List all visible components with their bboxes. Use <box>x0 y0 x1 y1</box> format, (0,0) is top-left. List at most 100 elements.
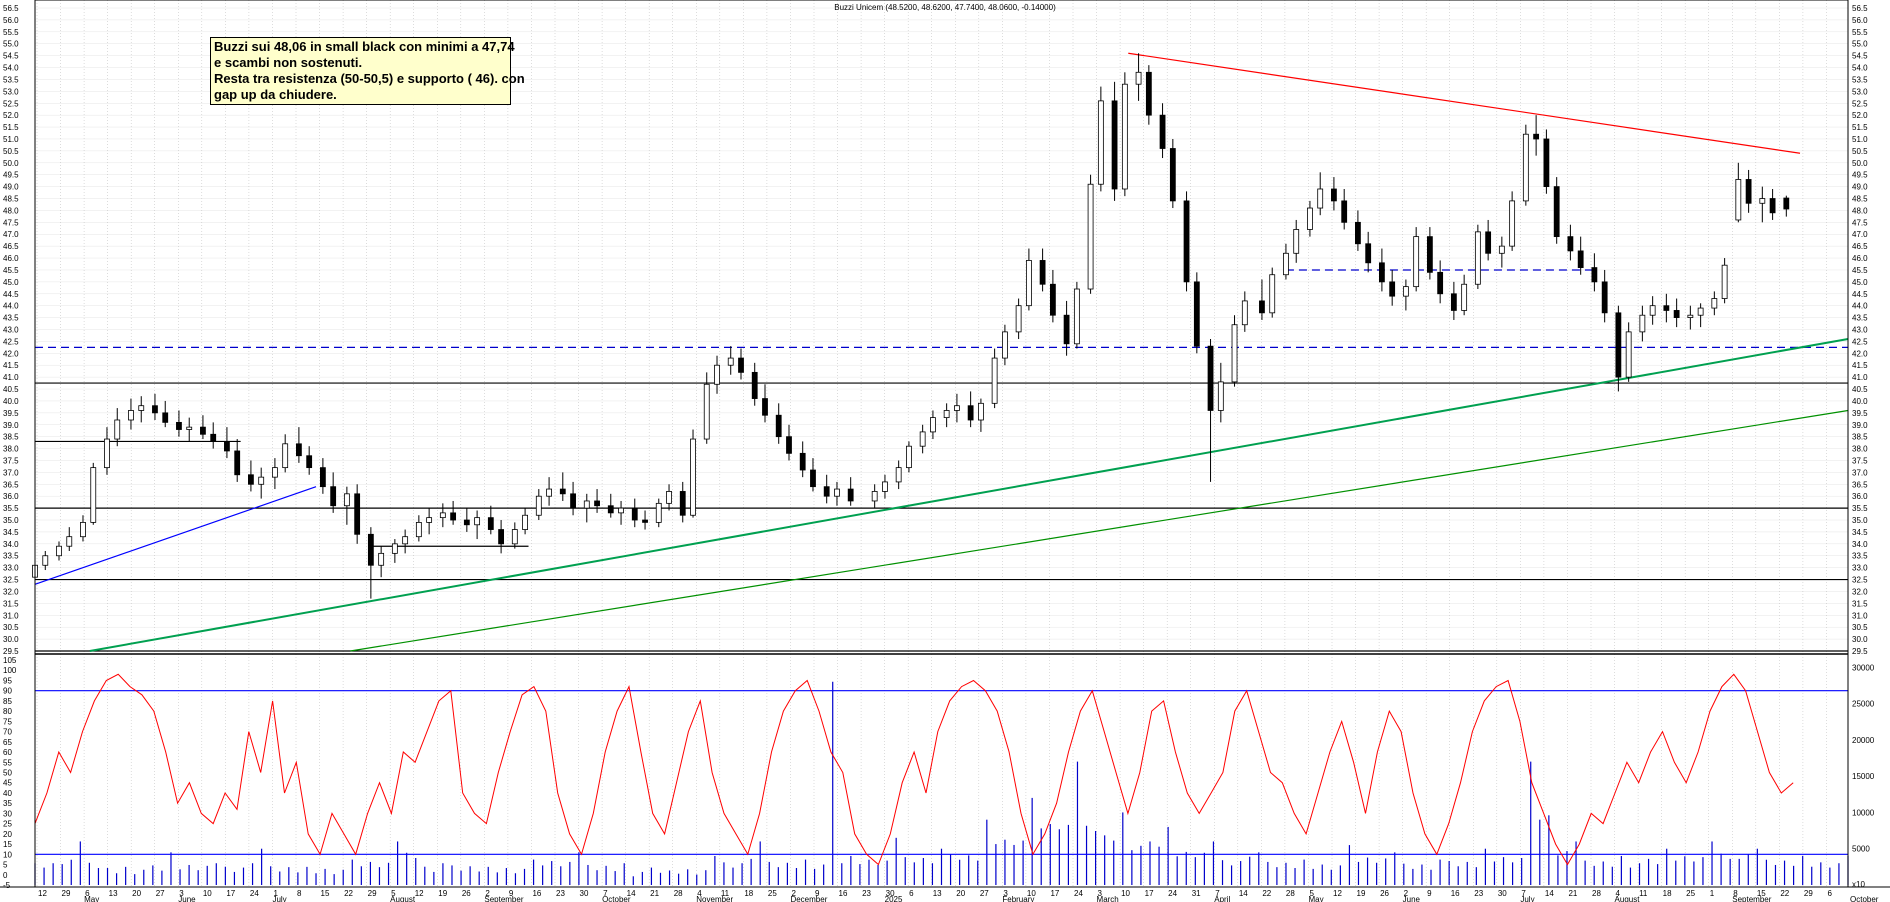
candle-body <box>847 488 854 502</box>
volume-tick-label: 5000 <box>1852 845 1870 854</box>
price-tick-label: 39.0 <box>1852 421 1868 430</box>
candle-body <box>1474 231 1481 285</box>
price-tick-label: 29.5 <box>1852 647 1868 656</box>
candle-body <box>1015 305 1022 333</box>
candle-body <box>1461 283 1468 311</box>
day-tick-label: 23 <box>1474 889 1483 898</box>
price-tick-label: 50.0 <box>1852 159 1868 168</box>
candle-body <box>1413 236 1420 288</box>
price-tick-label: 46.5 <box>1852 242 1868 251</box>
oscillator-tick-label: 20 <box>3 830 12 839</box>
price-tick-label: 46.5 <box>3 242 19 251</box>
price-tick-label: 55.5 <box>3 28 19 37</box>
price-tick-label: 33.0 <box>3 564 19 573</box>
price-tick-label: 49.0 <box>3 183 19 192</box>
candle-body <box>655 502 662 523</box>
month-tick-label: August <box>390 895 416 902</box>
oscillator-line-path <box>34 673 1794 866</box>
price-tick-label: 50.0 <box>3 159 19 168</box>
day-tick-label: 2 <box>485 889 490 898</box>
price-tick-label: 55.0 <box>3 40 19 49</box>
candle-body <box>1355 221 1361 245</box>
oscillator-tick-label: 80 <box>3 707 12 716</box>
candle-body <box>967 405 974 421</box>
candle-body <box>114 419 121 440</box>
candle-body <box>498 529 505 545</box>
day-tick-label: 29 <box>1804 889 1813 898</box>
price-tick-label: 32.0 <box>3 587 19 596</box>
price-tick-label: 38.5 <box>1852 433 1868 442</box>
candle-body <box>426 517 433 523</box>
price-tick-label: 38.5 <box>3 433 19 442</box>
price-tick-label: 32.5 <box>1852 576 1868 585</box>
oscillator-tick-label: 70 <box>3 728 12 737</box>
price-tick-label: 54.5 <box>3 52 19 61</box>
price-tick-label: 43.0 <box>3 326 19 335</box>
day-tick-label: 10 <box>1027 889 1036 898</box>
candle-body <box>583 500 590 509</box>
oscillator-tick-label: 35 <box>3 799 12 808</box>
day-tick-label: 22 <box>344 889 353 898</box>
price-tick-label: 37.0 <box>3 468 19 477</box>
price-tick-label: 46.0 <box>3 254 19 263</box>
day-tick-label: 9 <box>815 889 820 898</box>
candle-body <box>991 357 998 404</box>
price-tick-label: 54.0 <box>3 64 19 73</box>
oscillator-tick-label: 10 <box>3 850 12 859</box>
month-tick-label: March <box>1097 895 1119 902</box>
candle-body <box>1135 71 1142 85</box>
day-tick-label: 24 <box>1074 889 1083 898</box>
day-tick-label: 16 <box>1451 889 1460 898</box>
price-tick-label: 47.5 <box>3 218 19 227</box>
annotation-note: Buzzi sui 48,06 in small black con minim… <box>210 37 525 105</box>
price-tick-label: 53.5 <box>3 75 19 84</box>
candle-body <box>751 371 758 399</box>
day-tick-label: 18 <box>1663 889 1672 898</box>
candle-body <box>343 493 350 507</box>
price-tick-label: 37.0 <box>1852 468 1868 477</box>
candle-body <box>1145 71 1152 116</box>
oscillator-line <box>34 673 1848 866</box>
day-tick-label: 3 <box>179 889 184 898</box>
price-tick-label: 56.0 <box>1852 16 1868 25</box>
day-tick-label: 28 <box>1286 889 1295 898</box>
volume-unit-label: x10 <box>1852 880 1865 889</box>
price-tick-label: 35.5 <box>3 504 19 513</box>
candle-body <box>367 533 374 566</box>
price-tick-label: 47.0 <box>3 230 19 239</box>
price-tick-label: 42.0 <box>1852 349 1868 358</box>
oscillator-tick-label: 15 <box>3 840 12 849</box>
note-line: gap up da chiudere. <box>214 87 337 102</box>
candle-body <box>1378 262 1385 283</box>
price-tick-label: 51.5 <box>3 123 19 132</box>
day-tick-label: 14 <box>1239 889 1248 898</box>
price-tick-label: 39.5 <box>1852 409 1868 418</box>
month-tick-label: June <box>1403 895 1421 902</box>
oscillator-tick-label: 5 <box>3 861 8 870</box>
grid <box>35 0 1848 887</box>
day-tick-label: 19 <box>1357 889 1366 898</box>
candle-body <box>631 507 638 521</box>
price-tick-label: 41.5 <box>1852 361 1868 370</box>
oscillator-tick-label: 85 <box>3 697 12 706</box>
candle-body <box>1025 260 1032 307</box>
candle-body <box>248 474 254 485</box>
candle-body <box>1437 271 1444 295</box>
oscillator-tick-label: 50 <box>3 769 12 778</box>
price-tick-label: 51.5 <box>1852 123 1868 132</box>
day-tick-label: 26 <box>462 889 471 898</box>
price-tick-label: 36.0 <box>3 492 19 501</box>
candle-body <box>1533 133 1540 140</box>
day-tick-label: 4 <box>1616 889 1621 898</box>
candle-body <box>474 517 481 526</box>
candle-body <box>415 522 422 538</box>
price-tick-label: 54.5 <box>1852 52 1868 61</box>
price-tick-label: 33.5 <box>1852 552 1868 561</box>
candle-body <box>559 488 566 495</box>
price-tick-label: 55.5 <box>1852 28 1868 37</box>
candle-body <box>786 436 792 454</box>
price-tick-label: 32.5 <box>3 576 19 585</box>
day-tick-label: 25 <box>768 889 777 898</box>
oscillator-tick-label: 45 <box>3 779 12 788</box>
